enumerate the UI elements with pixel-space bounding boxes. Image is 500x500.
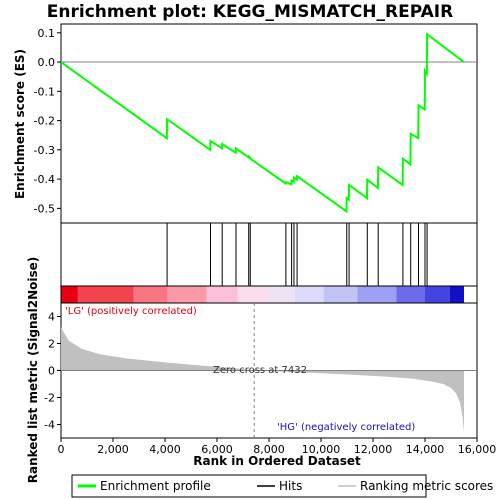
- color-bar-segment: [133, 286, 168, 303]
- color-bar-segment: [425, 286, 450, 303]
- legend-label: Ranking metric scores: [360, 479, 493, 493]
- hit-lines: [166, 223, 428, 286]
- color-bar-segment: [77, 286, 134, 303]
- metric-tick-label: -2: [44, 392, 55, 405]
- left-correlation-label: 'LG' (positively correlated): [65, 306, 197, 317]
- color-bar-segment: [61, 286, 78, 303]
- es-tick-label: 0.0: [38, 56, 56, 69]
- legend: Enrichment profile Hits Ranking metric sco…: [78, 479, 493, 493]
- x-tick-label: 2,000: [97, 443, 129, 456]
- es-axis-ticks: 0.1 0.0 -0.1 -0.2 -0.3 -0.4 -0.5: [34, 27, 61, 215]
- es-tick-label: -0.5: [34, 202, 55, 215]
- x-tick-label: 8,000: [253, 443, 285, 456]
- x-tick-label: 10,000: [302, 443, 341, 456]
- right-correlation-label: 'HG' (negatively correlated): [277, 422, 415, 433]
- legend-label: Enrichment profile: [100, 479, 211, 493]
- metric-axis-ticks: 4 2 0 -2 -4: [44, 311, 61, 432]
- color-bar-segment: [167, 286, 207, 303]
- es-tick-label: -0.2: [34, 115, 55, 128]
- x-tick-label: 12,000: [354, 443, 393, 456]
- color-bar-segment: [357, 286, 397, 303]
- x-axis-label: Rank in Ordered Dataset: [193, 454, 361, 468]
- x-tick-label: 6,000: [201, 443, 233, 456]
- es-tick-label: -0.4: [34, 173, 55, 186]
- legend-box: [71, 474, 427, 498]
- metric-tick-label: 4: [48, 311, 55, 324]
- color-bar-segment: [206, 286, 238, 303]
- color-bar-segment: [449, 286, 464, 303]
- color-bar-segment: [266, 286, 295, 303]
- color-bar-segment: [295, 286, 324, 303]
- x-tick-label: 0: [58, 443, 65, 456]
- x-tick-label: 4,000: [149, 443, 181, 456]
- zero-cross-label: Zero cross at 7432: [213, 365, 307, 376]
- es-tick-label: -0.1: [34, 85, 55, 98]
- metric-tick-label: 0: [48, 365, 55, 378]
- metric-tick-label: 2: [48, 338, 55, 351]
- es-y-axis-label: Enrichment score (ES): [13, 49, 27, 199]
- metric-tick-label: -4: [44, 419, 55, 432]
- x-tick-label: 14,000: [406, 443, 445, 456]
- x-tick-label: 16,000: [458, 443, 497, 456]
- es-panel-frame: [60, 23, 478, 224]
- es-tick-label: -0.3: [34, 144, 55, 157]
- color-bar-segment: [323, 286, 358, 303]
- hits-panel-frame: [60, 222, 478, 287]
- x-axis-ticks: 0 2,000 4,000 6,000 8,000 10,000 12,000 14,000 1…: [58, 438, 497, 456]
- chart-title: Enrichment plot: KEGG_MISMATCH_REPAIR: [47, 2, 453, 22]
- es-tick-label: 0.1: [38, 27, 56, 40]
- metric-y-axis-label: Ranked list metric (Signal2Noise): [26, 257, 40, 484]
- legend-label: Hits: [279, 479, 302, 493]
- color-bar-segment: [396, 286, 425, 303]
- color-bar-segment: [237, 286, 267, 303]
- ranking-color-bar: [61, 286, 464, 303]
- enrichment-profile-line: [60, 32, 465, 214]
